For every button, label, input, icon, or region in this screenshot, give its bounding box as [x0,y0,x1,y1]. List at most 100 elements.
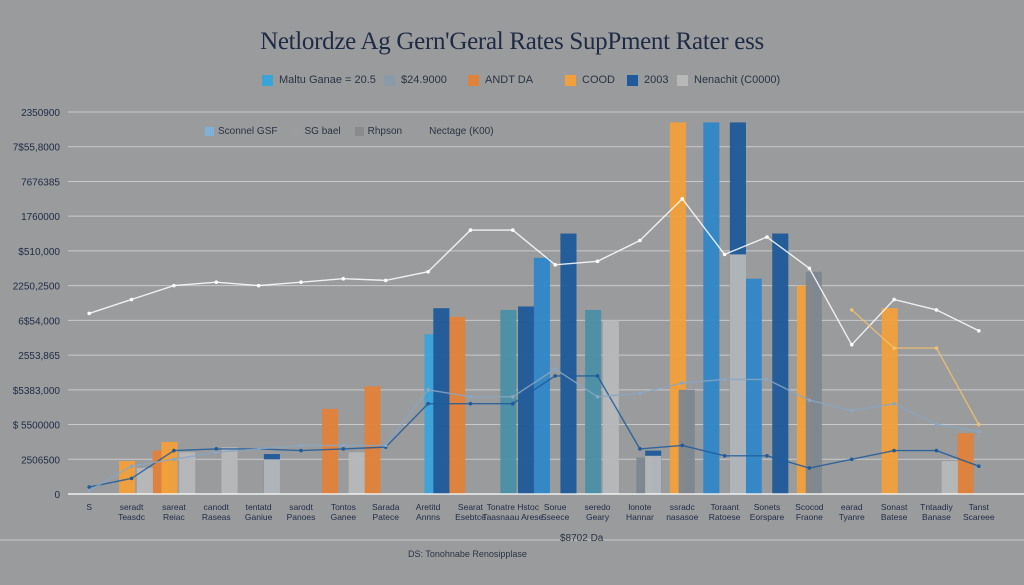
series-point [87,488,91,493]
series-point [934,346,939,350]
series-point [129,476,134,481]
x-tick-label: Panoes [287,512,316,522]
series-point [807,398,812,403]
x-tick-label: Batese [881,512,908,522]
x-tick-label: Annns [416,512,440,522]
legend-swatch [468,74,479,86]
series-line [88,368,979,492]
y-tick-label: $510,000 [18,247,60,258]
bar [602,320,619,494]
x-tick-label: Reiac [163,512,185,522]
series-point [511,401,515,406]
bar [585,309,602,494]
x-tick-label: Geary [586,512,610,522]
x-tick-label: Sarada [372,502,400,512]
x-tick-label: sareat [162,502,186,512]
series-point [807,466,812,470]
y-tick-label: 2506500 [21,455,60,466]
bar [179,452,196,494]
x-tick-label: Tontos [331,502,356,512]
x-tick-label: seredo [585,502,611,512]
x-tick-label: Tonatre Hstoc [487,502,540,512]
x-tick-label: Sseece [541,512,570,522]
sublegend-label: Rhpson [367,126,403,137]
x-tick-label: Teasdc [118,512,146,522]
x-tick-label: sarodt [289,502,313,512]
bar [745,278,762,494]
legend-swatch [627,74,638,86]
x-tick-label: lonote [628,502,651,512]
series-point [680,381,685,385]
y-tick-label: $5383,000 [13,386,61,397]
series-point [934,308,939,312]
series-point [722,377,727,382]
sublegend-label: SG bael [304,126,341,137]
bar [348,452,365,494]
series-point [765,377,769,382]
sublegend-item: Nectage (K00) [416,126,494,137]
y-tick-label: 2553,865 [18,351,60,362]
series-point [129,464,134,469]
bar [161,441,178,494]
series-point [172,283,176,288]
legend-label: ANDT DA [485,74,534,86]
series-point [383,443,388,448]
y-tick-label: 7676385 [21,177,60,188]
series-point [341,276,346,281]
series-point [977,429,981,434]
bar [322,408,339,494]
bar [136,467,153,494]
series-point [977,464,981,469]
series-point [722,252,727,257]
x-tick-label: Ganee [331,512,357,522]
series-point [849,308,854,312]
y-tick-label: $ 5500000 [13,421,61,432]
x-tick-label: Tanst [969,502,990,512]
bar [957,433,974,494]
series-point [595,374,600,378]
series-point [468,401,473,406]
x-tick-label: Tyanre [839,512,865,522]
series-point [511,394,515,399]
legend-item: ANDT DA [468,74,533,86]
bar [364,386,381,494]
series-point [426,401,430,406]
bar [263,459,280,494]
series-point [892,448,896,453]
bar [500,309,517,494]
series-line [88,197,980,346]
legend-item: 2003 [627,74,668,86]
legend-item: Maltu Ganae = 20.5 [262,74,376,86]
series-point [638,447,642,451]
chart-footnote: $8702 Da [560,533,604,544]
legend-label: Maltu Ganae = 20.5 [279,74,376,86]
sublegend-item: Rhpson [354,126,403,137]
x-tick-label: Fraone [796,512,823,522]
x-tick-label: Aretitd [416,502,441,512]
legend-label: 2003 [644,74,669,86]
x-tick-label: Scareee [963,512,995,522]
x-tick-label: Ratoese [709,512,741,522]
x-tick-label: Scocod [795,502,824,512]
series-point [934,448,939,453]
x-tick-label: Searat [458,502,484,512]
x-tick-label: Raseas [202,512,231,522]
series-line [851,309,980,425]
bar [881,308,898,494]
x-tick-label: canodt [204,502,230,512]
y-tick-label: 2250,2500 [13,282,61,293]
x-tick-label: Ganiue [245,512,273,522]
x-tick-label: Patece [372,512,399,522]
series-line [89,375,980,488]
sublegend-item: SG bael [291,126,341,137]
legend-swatch [677,74,688,86]
chart-footnote-secondary: DS: Tonohnabe Renosipplase [408,549,527,559]
series-point [977,328,981,333]
series-point [638,238,642,243]
bar [772,233,789,494]
series-point [595,259,600,264]
legend-label: Nenachit (C0000) [694,74,781,86]
bar [941,461,958,494]
series-point [765,454,769,458]
